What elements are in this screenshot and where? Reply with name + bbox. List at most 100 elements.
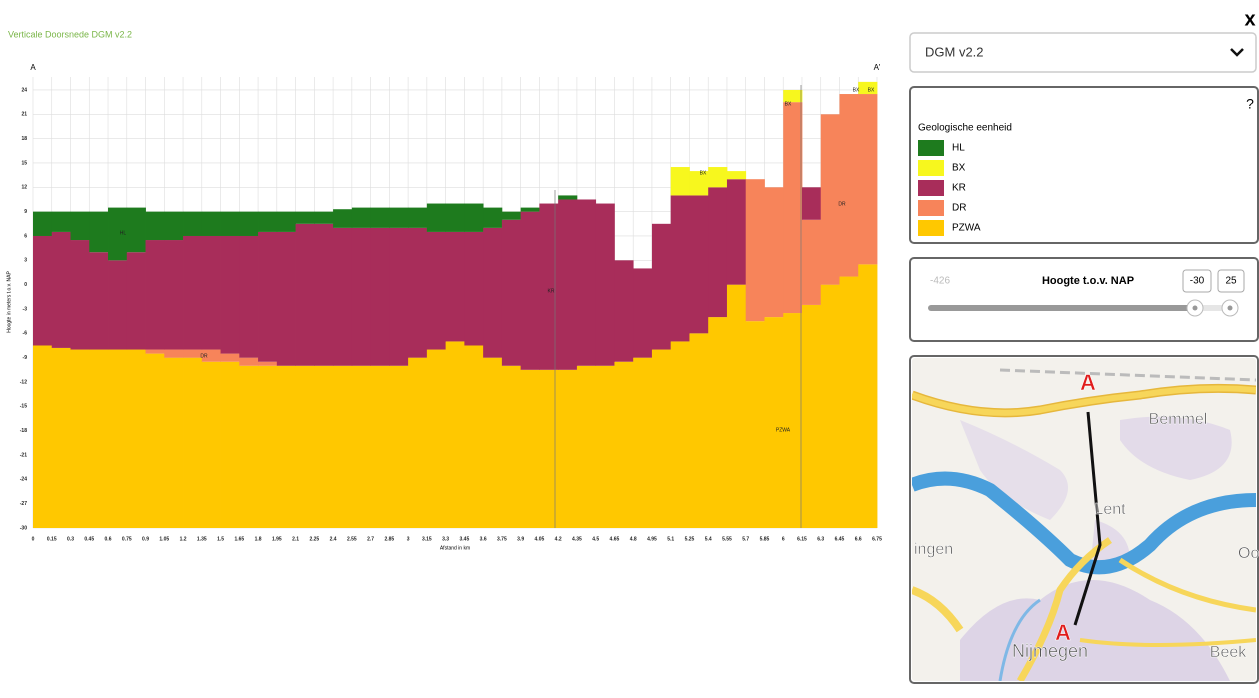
layer-segment xyxy=(276,211,296,232)
layer-segment xyxy=(708,187,728,318)
x-tick-label: 6.3 xyxy=(817,536,824,542)
layer-segment xyxy=(220,361,240,528)
layer-segment xyxy=(445,341,465,528)
layer-segment xyxy=(689,333,709,528)
layer-segment xyxy=(539,369,559,528)
x-tick-label: 1.5 xyxy=(217,536,224,542)
layer-segment xyxy=(464,231,484,346)
layer-segment xyxy=(258,211,278,232)
layer-segment xyxy=(520,207,540,212)
x-tick-label: 6.75 xyxy=(872,536,882,542)
y-tick-label: -12 xyxy=(20,379,27,385)
x-tick-label: 3.6 xyxy=(480,536,487,542)
legend-swatch xyxy=(918,160,944,176)
layer-segment xyxy=(183,349,203,358)
layer-segment xyxy=(595,203,615,366)
x-tick-label: 6 xyxy=(782,536,785,542)
plot-area: 24 21 18 15 12 9 6 3 0 -3 -6 -9 -12 -15 -18 -21 -24 -27 -3… xyxy=(20,77,882,542)
layer-segment xyxy=(370,365,390,528)
layer-segment xyxy=(220,211,240,236)
layer-segment xyxy=(370,227,390,366)
layer-segment xyxy=(520,211,540,370)
layer-segment xyxy=(558,369,578,528)
layer-segment xyxy=(370,207,390,228)
slider-rest xyxy=(1196,305,1230,311)
layer-segment xyxy=(126,207,146,253)
layer-segment xyxy=(708,317,728,528)
layer-segment xyxy=(389,227,409,366)
legend-label: BX xyxy=(952,163,966,174)
knob-dot xyxy=(1192,305,1198,311)
layer-segment xyxy=(389,365,409,528)
x-tick-label: 3.15 xyxy=(422,536,432,542)
x-tick-label: 5.4 xyxy=(705,536,712,542)
help-icon[interactable]: ? xyxy=(1246,96,1254,112)
layer-annotation: BX xyxy=(785,101,792,107)
y-tick-label: -6 xyxy=(23,331,28,337)
map-label: Lent xyxy=(1094,501,1126,518)
map[interactable] xyxy=(912,358,1256,681)
legend: HL BX KR DR PZWA xyxy=(918,140,981,236)
layer-segment xyxy=(726,171,747,180)
layer-segment xyxy=(220,235,240,354)
min-input[interactable] xyxy=(1182,269,1212,293)
layer-segment xyxy=(89,252,109,350)
layer-segment xyxy=(801,187,822,220)
layer-annotation: KR xyxy=(548,288,555,294)
legend-panel xyxy=(909,86,1259,244)
layer-segment xyxy=(783,89,803,103)
layer-segment xyxy=(839,94,859,277)
layer-segment xyxy=(239,357,259,366)
layer-segment xyxy=(764,187,784,318)
layer-segment xyxy=(183,211,203,236)
y-axis-label: Hoogte in meters t.o.v. NAP xyxy=(6,271,12,333)
y-tick-label: 24 xyxy=(21,87,27,93)
layer-segment xyxy=(576,365,597,528)
layer-segment xyxy=(858,81,878,95)
slider-track xyxy=(928,305,1196,311)
urban-area xyxy=(960,580,1230,681)
layer-segment xyxy=(726,284,747,528)
map-label: A xyxy=(1080,370,1096,395)
layer-segment xyxy=(276,231,296,366)
dropdown-value: DGM v2.2 xyxy=(925,44,984,59)
layer-segment xyxy=(558,199,578,370)
model-dropdown[interactable] xyxy=(909,32,1257,73)
road xyxy=(912,586,964,633)
layer-segment xyxy=(70,349,90,528)
layer-segment xyxy=(408,207,428,228)
legend-swatch xyxy=(918,220,944,236)
layer-segment xyxy=(801,219,822,305)
max-input[interactable] xyxy=(1217,269,1245,293)
x-tick-label: 1.95 xyxy=(272,536,282,542)
y-tick-label: 15 xyxy=(21,160,27,166)
x-tick-label: 1.35 xyxy=(197,536,207,542)
legend-label: KR xyxy=(952,183,966,194)
layer-segment xyxy=(633,268,653,358)
layer-segment xyxy=(295,211,315,224)
layer-segment xyxy=(201,235,221,350)
layer-segment xyxy=(164,240,184,350)
layer-annotation: BX xyxy=(868,87,875,93)
layer-segment xyxy=(708,167,728,188)
layer-segment xyxy=(145,240,165,350)
layer-segment xyxy=(333,227,353,366)
max-value: 25 xyxy=(1225,276,1237,287)
layer-annotation: BX xyxy=(853,87,860,93)
y-tick-label: -18 xyxy=(20,428,27,434)
layer-segment xyxy=(126,349,146,528)
layer-segment xyxy=(126,252,146,350)
layer-segment xyxy=(426,349,447,528)
legend-swatch xyxy=(918,180,944,196)
close-button[interactable]: x xyxy=(1244,8,1255,30)
x-tick-label: 2.4 xyxy=(330,536,337,542)
layer-segment xyxy=(258,365,278,528)
min-value: -30 xyxy=(1190,276,1205,287)
layer-segment xyxy=(764,317,784,528)
layer-segment xyxy=(633,357,653,528)
road xyxy=(1118,557,1256,613)
layer-segment xyxy=(220,353,240,362)
layer-segment xyxy=(351,365,371,528)
x-tick-label: 3.45 xyxy=(460,536,470,542)
x-tick-label: 2.7 xyxy=(367,536,374,542)
